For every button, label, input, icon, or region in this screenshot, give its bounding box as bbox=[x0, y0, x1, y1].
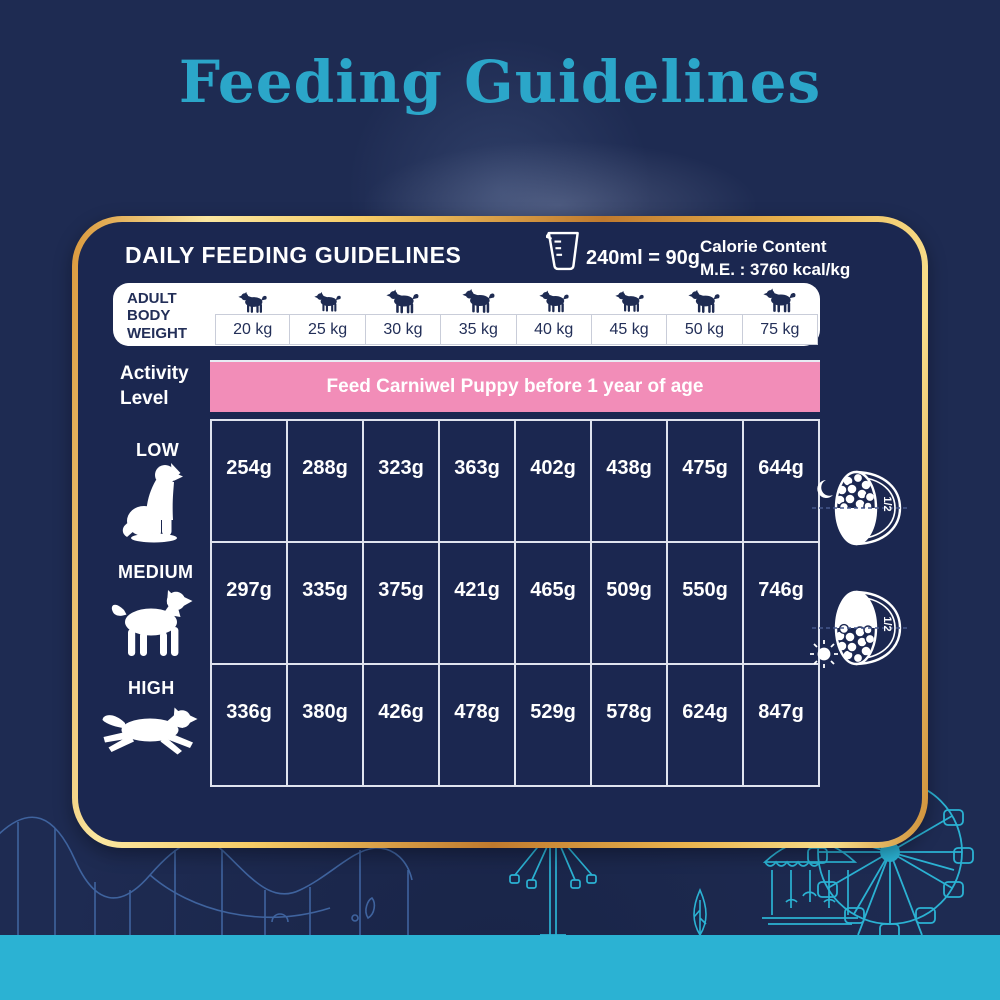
table-cell: 509g bbox=[592, 543, 666, 663]
table-cell: 746g bbox=[744, 543, 818, 663]
row-label-high: HIGH bbox=[128, 678, 175, 698]
dog-breed-icon bbox=[517, 286, 592, 314]
dog-breed-icon bbox=[667, 286, 742, 314]
night-feeding-bowl-icon: 1/2 bbox=[812, 470, 907, 546]
table-cell: 363g bbox=[440, 421, 514, 541]
table-cell: 550g bbox=[668, 543, 742, 663]
adult-body-weight-bar: ADULT BODY WEIGHT 20 kg 25 kg 30 kg bbox=[113, 283, 820, 346]
roller-coaster-icon bbox=[0, 816, 413, 935]
moon-icon bbox=[817, 480, 833, 498]
bottom-color-band bbox=[0, 935, 1000, 1000]
weight-value: 20 kg bbox=[215, 314, 291, 345]
weight-column: 30 kg bbox=[364, 283, 442, 346]
row-label-medium: MEDIUM bbox=[118, 562, 194, 582]
medium-activity-dog-icon bbox=[110, 586, 194, 663]
page-title: Feeding Guidelines bbox=[178, 48, 822, 116]
activity-level-label: Activity Level bbox=[120, 363, 189, 409]
cup-equivalence-text: 240ml = 90g bbox=[586, 246, 700, 269]
table-cell: 478g bbox=[440, 665, 514, 785]
dog-breed-icon bbox=[290, 286, 365, 314]
weight-column: 75 kg bbox=[741, 283, 818, 346]
table-cell: 323g bbox=[364, 421, 438, 541]
weight-value: 50 kg bbox=[666, 314, 743, 345]
measuring-cup-icon bbox=[546, 230, 580, 272]
table-cell: 297g bbox=[212, 543, 286, 663]
calorie-content-block: Calorie Content M.E. : 3760 kcal/kg bbox=[700, 236, 850, 282]
weight-value: 25 kg bbox=[289, 314, 366, 345]
ferris-wheel-icon bbox=[807, 790, 974, 940]
weight-columns: 20 kg 25 kg 30 kg 35 kg bbox=[215, 283, 818, 346]
table-cell: 624g bbox=[668, 665, 742, 785]
table-cell: 529g bbox=[516, 665, 590, 785]
dog-breed-icon bbox=[215, 286, 290, 314]
weight-value: 30 kg bbox=[364, 314, 442, 345]
weight-value: 35 kg bbox=[440, 314, 517, 345]
puppy-feeding-banner: Feed Carniwel Puppy before 1 year of age bbox=[210, 360, 820, 412]
feeding-panel: DAILY FEEDING GUIDELINES 240ml = 90g Cal… bbox=[72, 216, 928, 848]
adult-body-weight-label: ADULT BODY WEIGHT bbox=[127, 290, 187, 342]
dog-breed-icon bbox=[743, 286, 818, 314]
table-cell: 475g bbox=[668, 421, 742, 541]
calorie-content-title: Calorie Content bbox=[700, 237, 827, 256]
table-cell: 578g bbox=[592, 665, 666, 785]
table-cell: 335g bbox=[288, 543, 362, 663]
table-cell: 421g bbox=[440, 543, 514, 663]
table-cell: 288g bbox=[288, 421, 362, 541]
dog-breed-icon bbox=[592, 286, 667, 314]
table-cell: 465g bbox=[516, 543, 590, 663]
weight-value: 40 kg bbox=[515, 314, 592, 345]
table-cell: 380g bbox=[288, 665, 362, 785]
weight-column: 40 kg bbox=[515, 283, 592, 346]
table-cell: 336g bbox=[212, 665, 286, 785]
cup-equivalence-block: 240ml = 90g bbox=[546, 230, 700, 272]
low-activity-dog-icon bbox=[120, 460, 184, 549]
dog-breed-icon bbox=[441, 286, 516, 314]
feeding-panel-inner: DAILY FEEDING GUIDELINES 240ml = 90g Cal… bbox=[78, 222, 922, 842]
table-cell: 375g bbox=[364, 543, 438, 663]
calorie-content-value: M.E. : 3760 kcal/kg bbox=[700, 259, 851, 279]
dog-breed-icon bbox=[366, 286, 441, 314]
table-cell: 644g bbox=[744, 421, 818, 541]
weight-column: 35 kg bbox=[440, 283, 517, 346]
weight-value: 45 kg bbox=[590, 314, 668, 345]
weight-column: 20 kg bbox=[215, 283, 291, 346]
table-cell: 847g bbox=[744, 665, 818, 785]
bowl-fraction-label: 1/2 bbox=[881, 496, 893, 511]
table-cell: 426g bbox=[364, 665, 438, 785]
high-activity-dog-icon bbox=[100, 704, 200, 767]
table-cell: 438g bbox=[592, 421, 666, 541]
weight-value: 75 kg bbox=[741, 314, 818, 345]
row-label-low: LOW bbox=[136, 440, 180, 460]
table-cell: 402g bbox=[516, 421, 590, 541]
feeding-table: 254g 288g 323g 363g 402g 438g 475g 644g … bbox=[210, 419, 820, 787]
bowl-fraction-label: 1/2 bbox=[881, 616, 893, 631]
weight-column: 45 kg bbox=[590, 283, 668, 346]
tree-icon bbox=[693, 888, 707, 937]
day-feeding-bowl-icon: 1/2 bbox=[810, 590, 907, 668]
weight-column: 50 kg bbox=[666, 283, 743, 346]
sun-icon bbox=[810, 640, 838, 668]
panel-heading: DAILY FEEDING GUIDELINES bbox=[125, 242, 462, 268]
weight-column: 25 kg bbox=[289, 283, 366, 346]
table-cell: 254g bbox=[212, 421, 286, 541]
